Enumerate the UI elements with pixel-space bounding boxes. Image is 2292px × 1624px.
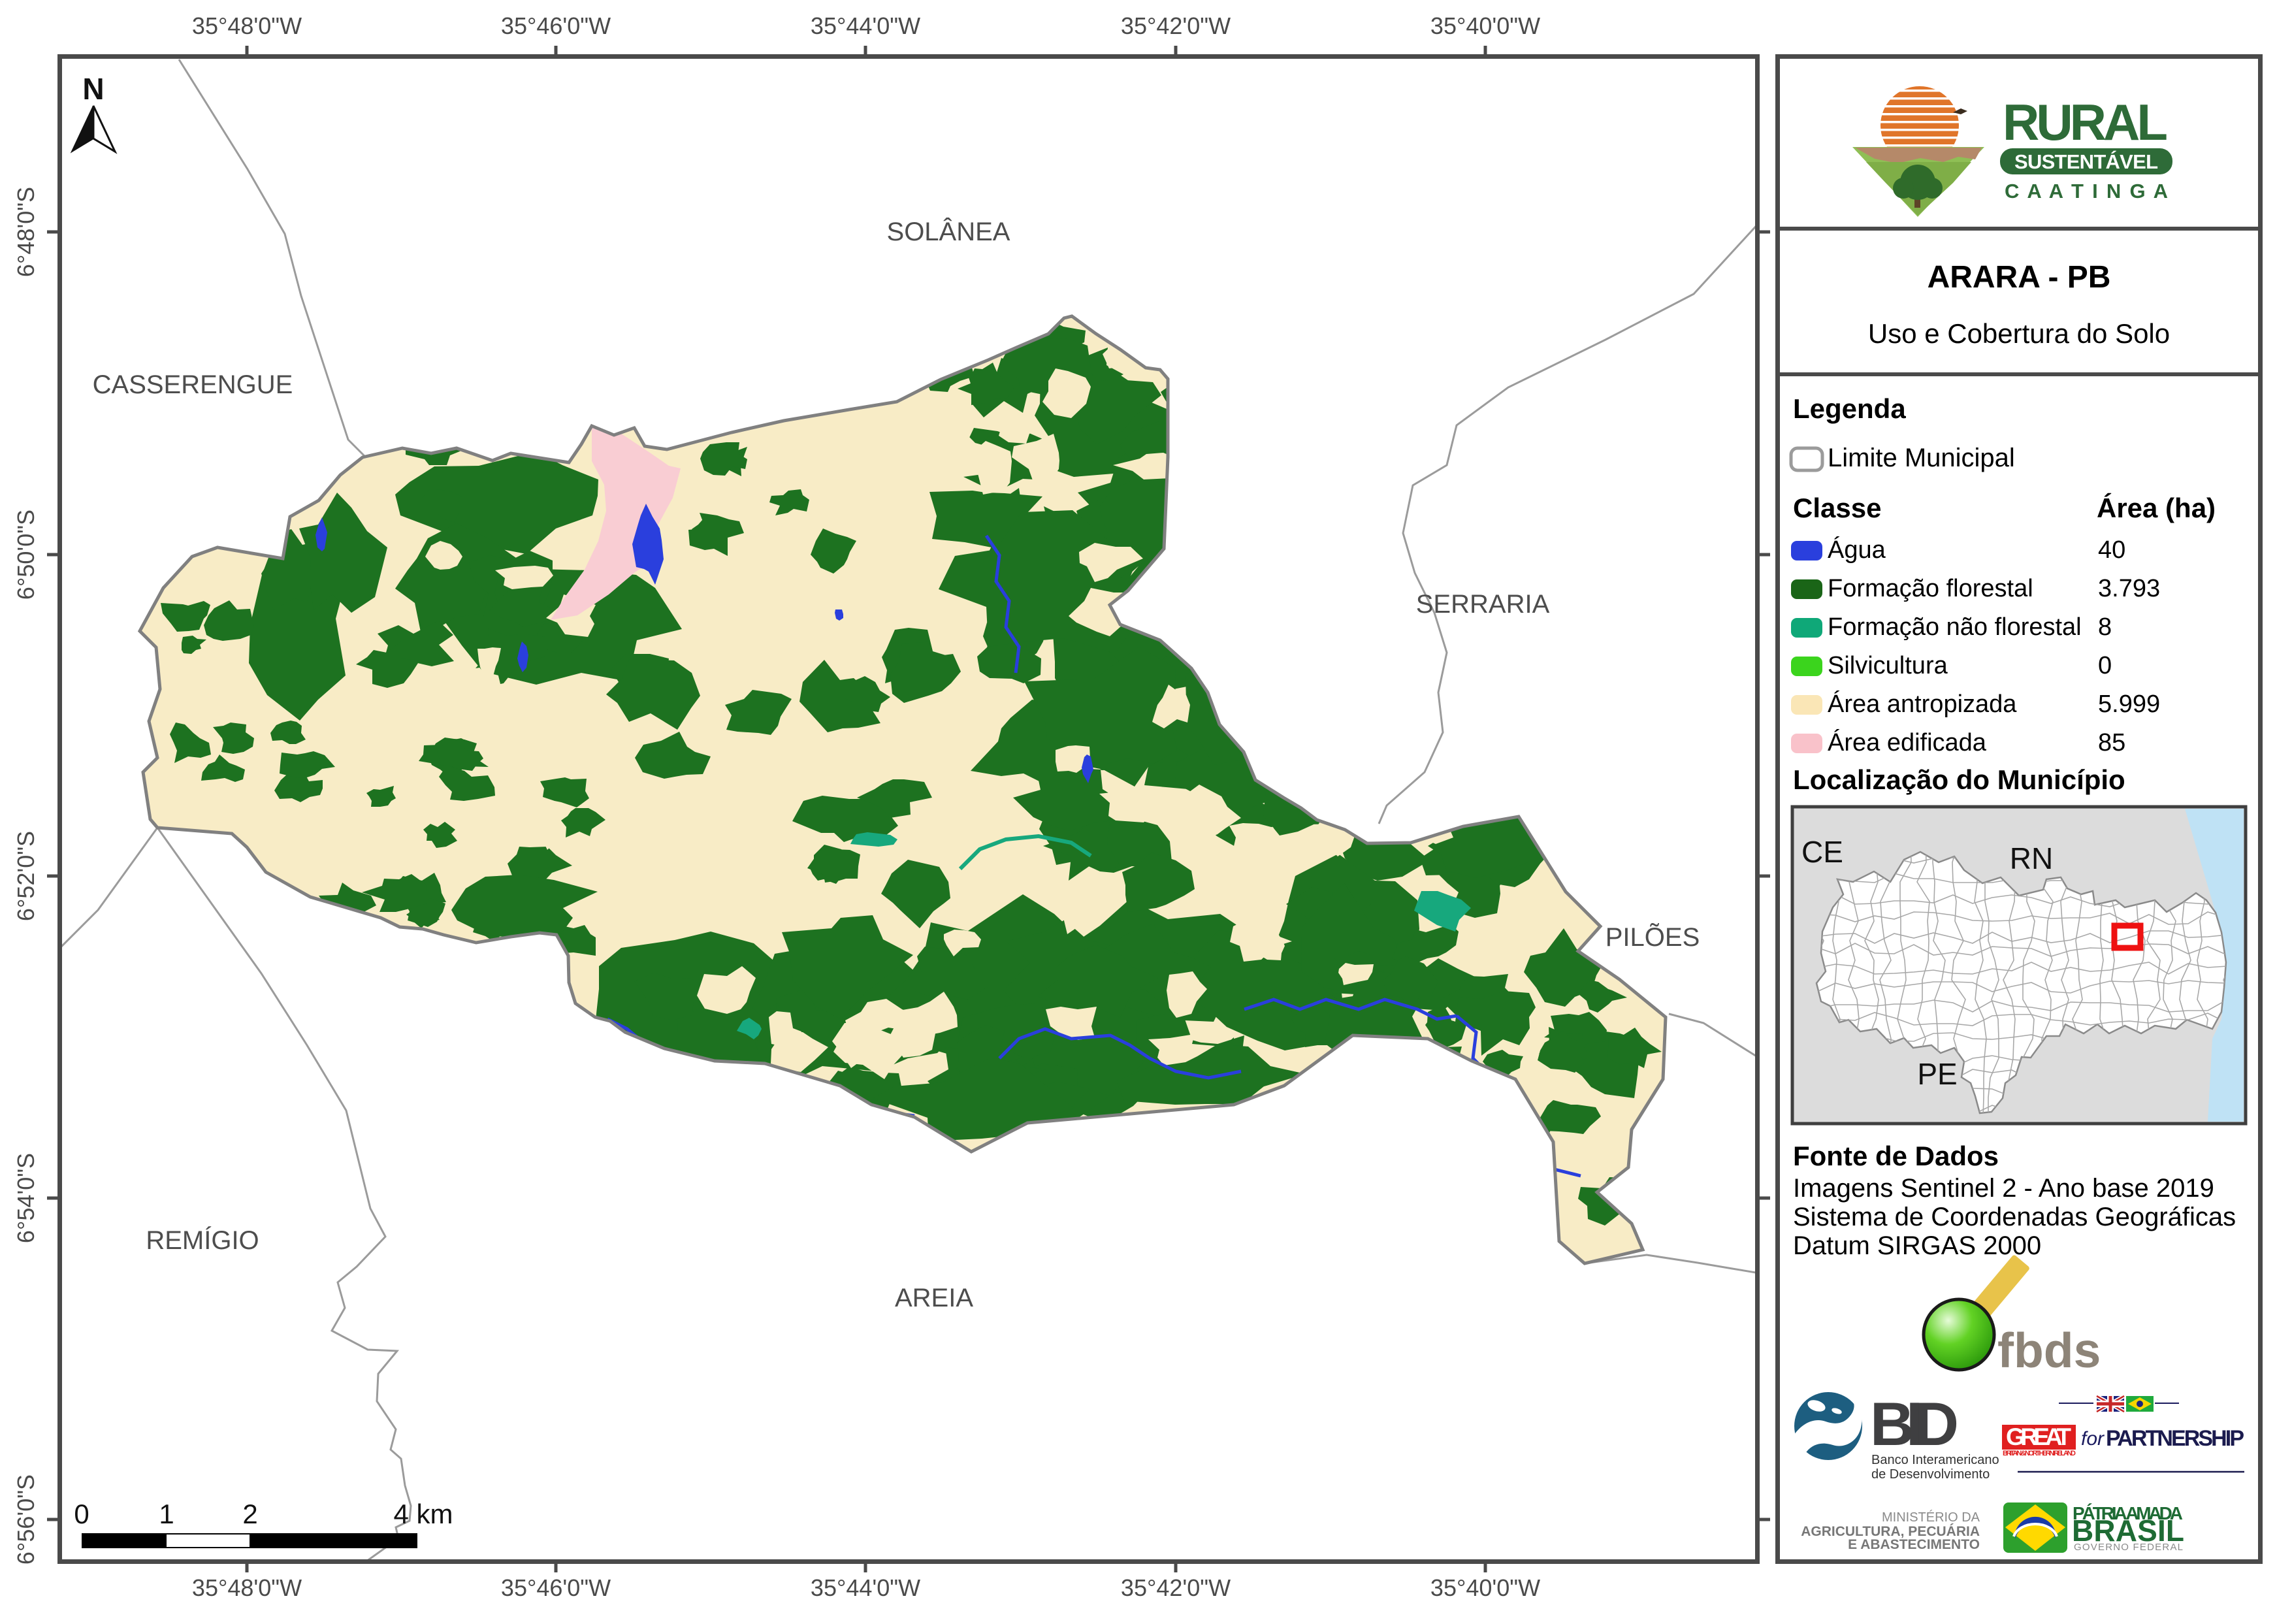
svg-text:Uso e Cobertura do Solo: Uso e Cobertura do Solo <box>1868 318 2170 349</box>
svg-text:Localização do Município: Localização do Município <box>1793 764 2125 795</box>
svg-text:Banco Interamericano: Banco Interamericano <box>1871 1453 1999 1467</box>
svg-text:0: 0 <box>2098 652 2112 679</box>
svg-text:RURAL: RURAL <box>2003 93 2170 151</box>
svg-text:SERRARIA: SERRARIA <box>1416 590 1550 619</box>
svg-text:6°54'0"S: 6°54'0"S <box>12 1153 39 1243</box>
svg-text:Classe: Classe <box>1793 493 1881 523</box>
svg-text:GREAT: GREAT <box>2006 1423 2071 1450</box>
svg-text:6°50'0"S: 6°50'0"S <box>12 510 39 600</box>
svg-text:Área antropizada: Área antropizada <box>1828 690 2017 718</box>
svg-text:35°48'0"W: 35°48'0"W <box>192 1574 302 1601</box>
svg-text:4 km: 4 km <box>393 1499 453 1529</box>
svg-text:5.999: 5.999 <box>2098 690 2160 718</box>
svg-text:6°48'0"S: 6°48'0"S <box>12 187 39 277</box>
svg-text:AGRICULTURA, PECUÁRIA: AGRICULTURA, PECUÁRIA <box>1801 1524 1980 1539</box>
svg-text:ARARA - PB: ARARA - PB <box>1928 260 2111 295</box>
svg-text:SOLÂNEA: SOLÂNEA <box>887 217 1010 246</box>
svg-text:1: 1 <box>159 1499 174 1529</box>
svg-text:35°42'0"W: 35°42'0"W <box>1121 1574 1231 1601</box>
svg-text:PE: PE <box>1917 1057 1957 1091</box>
svg-text:de Desenvolvimento: de Desenvolvimento <box>1871 1467 1990 1482</box>
svg-text:Água: Água <box>1828 536 1886 564</box>
svg-text:REMÍGIO: REMÍGIO <box>146 1226 259 1255</box>
svg-text:35°44'0"W: 35°44'0"W <box>811 1574 920 1601</box>
svg-text:PÁTRIA AMADA: PÁTRIA AMADA <box>2073 1503 2183 1523</box>
svg-text:35°46'0"W: 35°46'0"W <box>501 1574 611 1601</box>
svg-text:SUSTENTÁVEL: SUSTENTÁVEL <box>2014 150 2158 173</box>
svg-text:35°42'0"W: 35°42'0"W <box>1121 12 1231 39</box>
svg-text:35°40'0"W: 35°40'0"W <box>1430 12 1540 39</box>
svg-text:Datum SIRGAS 2000: Datum SIRGAS 2000 <box>1793 1231 2041 1260</box>
svg-text:Limite Municipal: Limite Municipal <box>1828 444 2015 472</box>
svg-text:PILÕES: PILÕES <box>1606 922 1700 952</box>
svg-text:8: 8 <box>2098 613 2112 641</box>
svg-text:Formação não florestal: Formação não florestal <box>1828 613 2082 641</box>
svg-text:GOVERNO FEDERAL: GOVERNO FEDERAL <box>2074 1542 2183 1553</box>
svg-text:6°56'0"S: 6°56'0"S <box>12 1474 39 1565</box>
svg-text:Silvicultura: Silvicultura <box>1828 652 1948 679</box>
svg-text:CE: CE <box>1801 835 1843 869</box>
svg-text:E ABASTECIMENTO: E ABASTECIMENTO <box>1848 1537 1980 1552</box>
svg-text:40: 40 <box>2098 536 2125 564</box>
svg-text:for: for <box>2081 1428 2105 1450</box>
svg-text:N: N <box>82 72 104 106</box>
svg-text:35°48'0"W: 35°48'0"W <box>192 12 302 39</box>
svg-text:35°44'0"W: 35°44'0"W <box>811 12 920 39</box>
svg-text:fbds: fbds <box>1997 1323 2101 1378</box>
svg-text:AREIA: AREIA <box>895 1284 973 1312</box>
svg-text:RN: RN <box>2010 841 2053 875</box>
svg-text:Área (ha): Área (ha) <box>2097 493 2216 523</box>
svg-text:CASSERENGUE: CASSERENGUE <box>93 370 293 399</box>
svg-text:3.793: 3.793 <box>2098 575 2160 602</box>
svg-text:Imagens Sentinel 2 - Ano base: Imagens Sentinel 2 - Ano base 2019 <box>1793 1174 2214 1203</box>
svg-text:Legenda: Legenda <box>1793 393 1906 424</box>
svg-text:C A A T I N G A: C A A T I N G A <box>2005 180 2168 203</box>
svg-text:35°46'0"W: 35°46'0"W <box>501 12 611 39</box>
svg-text:MINISTÉRIO DA: MINISTÉRIO DA <box>1882 1510 1980 1525</box>
svg-text:PARTNERSHIP: PARTNERSHIP <box>2106 1426 2244 1451</box>
svg-text:35°40'0"W: 35°40'0"W <box>1430 1574 1540 1601</box>
svg-text:85: 85 <box>2098 729 2125 756</box>
svg-text:Sistema de Coordenadas Geográf: Sistema de Coordenadas Geográficas <box>1793 1203 2236 1231</box>
svg-text:0: 0 <box>74 1499 89 1529</box>
svg-text:Fonte de Dados: Fonte de Dados <box>1793 1141 1999 1171</box>
svg-text:Área edificada: Área edificada <box>1828 728 1987 756</box>
svg-text:Formação florestal: Formação florestal <box>1828 575 2033 602</box>
svg-text:BRITAIN & NORTHERN IRELAND: BRITAIN & NORTHERN IRELAND <box>2003 1450 2076 1457</box>
svg-text:BRASIL: BRASIL <box>2072 1514 2184 1548</box>
svg-text:2: 2 <box>242 1499 257 1529</box>
svg-text:BID: BID <box>1870 1389 1959 1458</box>
svg-text:6°52'0"S: 6°52'0"S <box>12 831 39 921</box>
